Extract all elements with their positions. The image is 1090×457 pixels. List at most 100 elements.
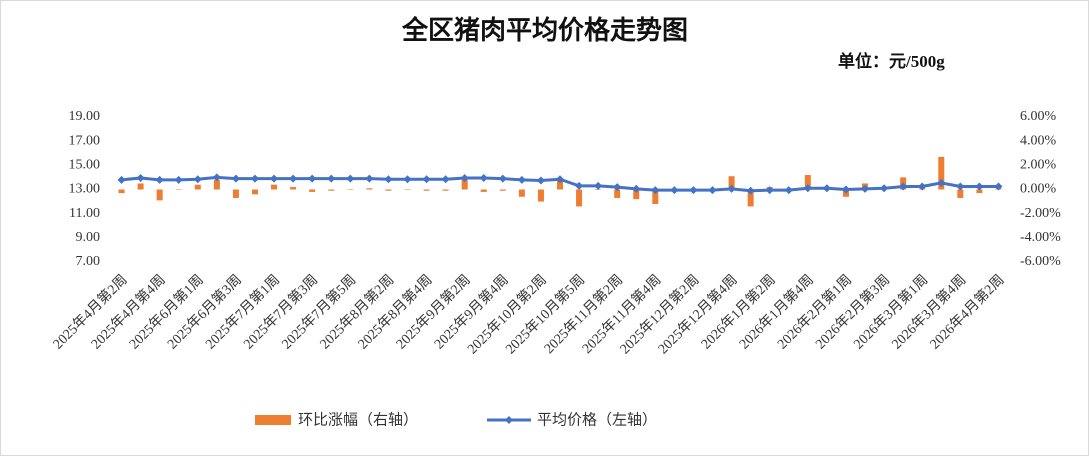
y2-tick-label: 6.00%	[1020, 109, 1057, 124]
point	[765, 186, 774, 195]
bar	[347, 189, 354, 190]
legend-label: 环比涨幅（右轴）	[298, 411, 418, 428]
y-tick-label: 15.00	[69, 158, 101, 173]
point	[231, 174, 240, 183]
point	[346, 174, 355, 183]
bar	[557, 181, 563, 190]
point	[536, 176, 545, 185]
bar	[175, 189, 182, 190]
point	[784, 186, 793, 195]
bar	[576, 189, 583, 207]
point	[841, 185, 850, 194]
y-tick-label: 9.00	[76, 230, 101, 245]
bar	[652, 189, 659, 204]
point	[422, 175, 431, 184]
y2-tick-label: 0.00%	[1020, 182, 1057, 197]
point	[956, 182, 965, 191]
legend-label: 平均价格（左轴）	[537, 411, 657, 428]
y-tick-label: 17.00	[69, 133, 101, 148]
point	[746, 186, 755, 195]
y-tick-label: 11.00	[69, 206, 100, 221]
bar	[957, 189, 964, 198]
bar	[194, 184, 201, 190]
bar	[938, 156, 945, 190]
point	[975, 182, 984, 191]
bar	[328, 189, 335, 191]
point	[270, 174, 279, 183]
point	[651, 186, 660, 195]
bar	[976, 189, 983, 194]
y-tick-label: 19.00	[69, 109, 101, 124]
point	[822, 184, 831, 193]
y-tick-label: 7.00	[76, 254, 101, 269]
point	[498, 174, 507, 183]
point	[670, 186, 679, 195]
point	[289, 174, 298, 183]
point	[575, 181, 584, 190]
point	[403, 175, 412, 184]
bar	[404, 189, 411, 190]
point	[117, 175, 126, 184]
y2-tick-label: 4.00%	[1020, 133, 1057, 148]
y2-tick-label: 2.00%	[1020, 158, 1057, 173]
point	[155, 175, 164, 184]
point	[994, 182, 1003, 191]
point	[556, 175, 564, 184]
bar	[423, 189, 430, 191]
point	[899, 182, 908, 191]
bar	[747, 189, 754, 207]
bar	[251, 189, 258, 195]
bar	[442, 189, 449, 191]
point	[174, 175, 183, 184]
point	[136, 174, 145, 183]
point	[460, 174, 469, 183]
bar	[118, 189, 125, 194]
point	[803, 184, 812, 193]
chart-title: 全区猪肉平均价格走势图	[401, 15, 688, 45]
point	[727, 184, 736, 193]
point	[937, 178, 946, 187]
y2-tick-label: -6.00%	[1020, 254, 1061, 269]
point	[918, 182, 927, 191]
bar	[156, 189, 163, 201]
point	[632, 184, 641, 193]
bar	[137, 183, 144, 190]
bar	[499, 189, 506, 191]
point	[861, 184, 870, 193]
point	[441, 175, 450, 184]
bar	[537, 189, 544, 202]
bar	[614, 189, 621, 198]
bar	[290, 187, 297, 190]
point	[365, 174, 374, 183]
bar	[385, 189, 392, 191]
bar	[461, 179, 468, 190]
bar	[728, 176, 735, 190]
bar	[271, 184, 278, 190]
point	[689, 186, 698, 195]
point	[517, 175, 526, 184]
bar	[309, 189, 316, 192]
unit-label: 单位：元/500g	[838, 51, 945, 71]
bar	[804, 175, 811, 190]
legend-marker	[505, 416, 513, 424]
point	[594, 181, 603, 190]
bar	[232, 189, 239, 198]
point	[880, 184, 889, 193]
bar	[213, 179, 220, 190]
bar	[366, 188, 373, 190]
point	[327, 174, 336, 183]
point	[250, 174, 259, 183]
bar	[633, 189, 640, 200]
point	[708, 186, 717, 195]
point	[479, 174, 488, 183]
y2-tick-label: -4.00%	[1020, 230, 1061, 245]
point	[308, 174, 317, 183]
y2-tick-label: -2.00%	[1020, 206, 1061, 221]
bar	[518, 189, 525, 197]
point	[613, 183, 622, 192]
legend-swatch	[255, 415, 291, 425]
y-tick-label: 13.00	[69, 182, 101, 197]
point	[212, 173, 221, 182]
